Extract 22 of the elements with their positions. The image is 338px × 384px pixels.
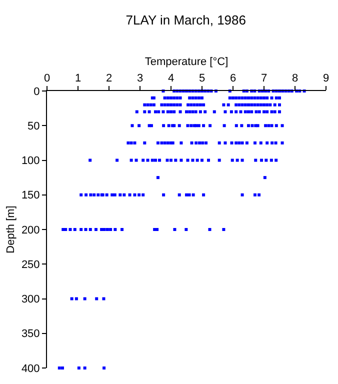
x-tick-label: 5 (198, 72, 206, 85)
y-tick-label: 200 (21, 224, 40, 236)
x-tick-label: 2 (106, 72, 112, 85)
x-axis-title: Temperature [°C] (144, 56, 228, 68)
x-tick-label: 6 (230, 72, 236, 85)
y-tick-label: 400 (21, 362, 40, 375)
y-tick-label: 150 (21, 190, 40, 202)
x-tick-label: 0 (44, 72, 50, 85)
y-tick-label: 50 (28, 120, 40, 132)
x-tick-label: 9 (322, 72, 330, 85)
x-tick-label: 3 (136, 72, 144, 85)
y-tick-label: 350 (21, 328, 40, 340)
chart-title: 7LAY in March, 1986 (126, 12, 246, 28)
x-tick-label: 7 (260, 72, 268, 85)
y-axis-title: Depth [m] (5, 206, 18, 254)
y-tick-label: 250 (21, 258, 40, 271)
y-tick-label: 300 (21, 294, 40, 306)
x-tick-label: 8 (292, 72, 298, 85)
y-tick-label: 100 (21, 155, 40, 168)
x-tick-label: 4 (168, 72, 174, 85)
x-tick-label: 1 (74, 72, 82, 85)
y-tick-label: 0 (34, 86, 40, 98)
